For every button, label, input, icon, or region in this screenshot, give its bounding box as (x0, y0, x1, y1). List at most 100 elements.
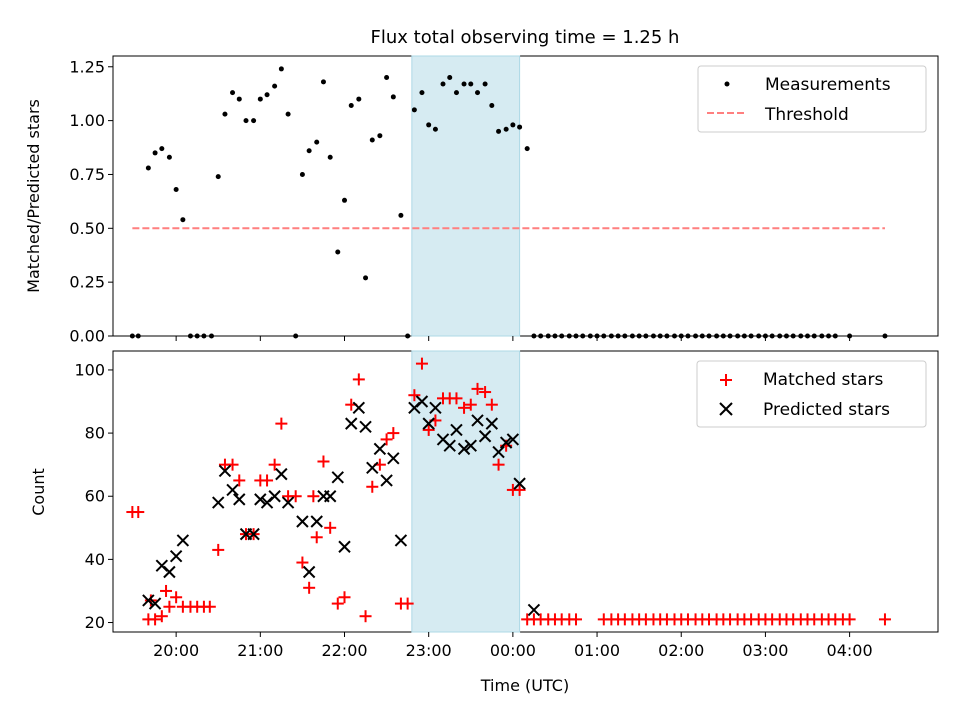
measurements-point (735, 333, 741, 339)
measurements-point (398, 212, 404, 218)
predicted-stars-point (169, 550, 183, 563)
measurements-point (811, 333, 817, 339)
x-tick-label: 03:00 (742, 641, 788, 660)
legend-predicted-marker (719, 402, 733, 416)
bottom-plot-area (112, 350, 939, 633)
measurements-point (299, 171, 305, 177)
measurements-point (475, 90, 481, 96)
predicted-stars-point (163, 565, 176, 579)
measurements-point (320, 79, 326, 85)
measurements-point (166, 154, 172, 160)
matched-stars-point (132, 506, 145, 519)
measurements-point (805, 333, 811, 339)
measurements-point (573, 333, 579, 339)
top-y-tick-label: 0.50 (69, 219, 105, 238)
measurements-point (748, 333, 754, 339)
bottom-y-tick-label: 20 (85, 613, 105, 632)
measurements-point (272, 83, 278, 89)
matched-stars-point (155, 610, 168, 623)
measurements-point (285, 111, 291, 117)
matched-stars-point (149, 613, 162, 626)
bottom-y-axis-label: Count (29, 468, 48, 516)
matched-stars-point (387, 427, 400, 440)
bottom-legend: Matched stars Predicted stars (696, 360, 927, 428)
top-y-tick-label: 1.25 (69, 57, 105, 76)
measurements-point (601, 333, 607, 339)
predicted-stars-point (310, 515, 323, 528)
measurements-point (384, 75, 390, 81)
matched-stars-point (317, 455, 330, 468)
measurements-point (819, 333, 825, 339)
measurements-point (194, 333, 200, 339)
predicted-stars-point (485, 417, 499, 430)
matched-stars-point (380, 433, 393, 446)
measurements-point (699, 333, 705, 339)
legend-threshold-label: Threshold (764, 105, 849, 125)
matched-stars-point (479, 386, 492, 399)
predicted-stars-point (513, 477, 526, 490)
measurements-point (173, 187, 179, 193)
predicted-stars-point (492, 445, 505, 459)
measurements-point (826, 333, 832, 339)
matched-stars-point (275, 417, 288, 430)
predicted-stars-point (275, 467, 288, 481)
measurements-point (145, 165, 151, 171)
top-axes: Flux total observing time = 1.25 h Match… (24, 27, 939, 346)
predicted-stars-point (323, 490, 337, 503)
measurements-point (251, 118, 257, 124)
legend-measurements-label: Measurements (765, 75, 891, 95)
measurements-point (187, 333, 193, 339)
measurements-point (657, 333, 663, 339)
bottom-axes: Count Time (UTC) Matched stars Predicted… (29, 350, 939, 695)
measurements-point (882, 333, 888, 339)
matched-stars-point (303, 581, 316, 594)
predicted-stars-point (506, 433, 520, 446)
measurements-point (615, 333, 621, 339)
predicted-stars-point (387, 452, 400, 465)
matched-stars-point (485, 398, 498, 411)
matched-stars-point (471, 382, 484, 395)
predicted-stars-point (212, 496, 225, 509)
predicted-stars-point (478, 430, 492, 443)
measurements-point (264, 92, 270, 98)
matched-stars-point (422, 423, 435, 436)
matched-stars-point (307, 490, 320, 503)
predicted-stars-point (359, 420, 372, 433)
measurements-point (369, 137, 375, 143)
measurements-point (693, 333, 699, 339)
predicted-stars-point (142, 594, 155, 607)
predicted-stars-point (302, 565, 316, 579)
measurements-point (706, 333, 712, 339)
top-plot-area (112, 55, 939, 337)
measurements-point (377, 133, 383, 139)
top-y-axis-label: Matched/Predicted stars (24, 99, 43, 293)
matched-stars-point (310, 531, 323, 544)
measurements-point (783, 333, 789, 339)
measurements-point (432, 126, 438, 132)
measurements-point (180, 217, 186, 223)
measurements-point (243, 118, 249, 124)
top-y-tick-label: 0.25 (69, 273, 105, 292)
matched-stars-point (160, 584, 173, 597)
predicted-stars-point (296, 515, 309, 528)
measurements-point (714, 333, 720, 339)
measurements-point (608, 333, 614, 339)
measurements-point (222, 111, 228, 117)
legend-matched-marker (720, 374, 732, 386)
x-tick-label: 20:00 (153, 641, 199, 660)
matched-stars-point (203, 600, 216, 613)
top-y-tick-label: 1.00 (69, 111, 105, 130)
predicted-stars-point (268, 490, 281, 503)
measurements-point (215, 174, 221, 180)
matched-stars-point (233, 474, 246, 487)
measurements-point (643, 333, 649, 339)
measurements-point (756, 333, 762, 339)
measurements-point (727, 333, 733, 339)
measurements-point (208, 333, 214, 339)
measurements-point (650, 333, 656, 339)
matched-stars-point (338, 591, 351, 604)
predicted-stars-point (366, 461, 379, 475)
measurements-point (356, 96, 362, 102)
predicted-stars-point (345, 417, 358, 430)
measurements-point (489, 103, 495, 109)
